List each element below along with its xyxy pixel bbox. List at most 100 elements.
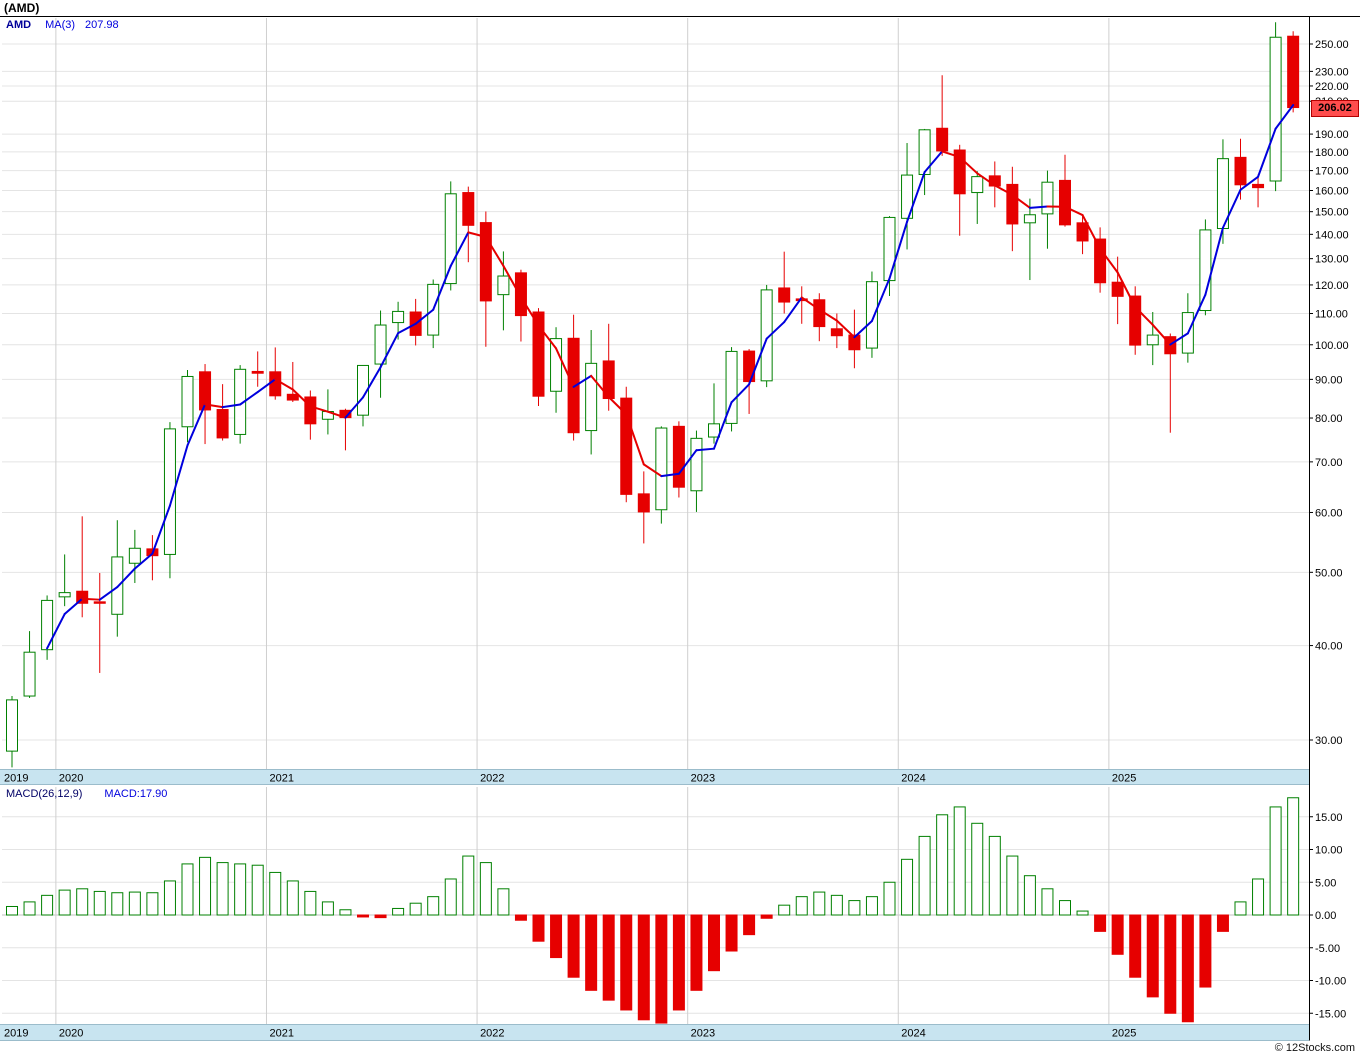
macd-tick-label: -10.00 xyxy=(1315,976,1346,988)
ma-line-segment xyxy=(660,472,680,478)
ma-line-segment xyxy=(484,236,505,267)
price-tick-label: 150.00 xyxy=(1315,207,1349,219)
candlestick xyxy=(1269,36,1282,182)
macd-bar xyxy=(602,914,615,1001)
ma-line-segment xyxy=(730,383,751,404)
candlestick xyxy=(76,590,89,604)
price-tick-label: 120.00 xyxy=(1315,280,1349,292)
macd-bar xyxy=(813,891,826,916)
ma-indicator-label: MA(3) xyxy=(45,19,76,31)
year-label: 2021 xyxy=(269,1028,293,1040)
candlestick xyxy=(865,281,878,349)
macd-bar xyxy=(286,880,299,916)
macd-bar xyxy=(479,862,492,916)
macd-bar xyxy=(1164,914,1177,1014)
macd-bar xyxy=(1111,914,1124,955)
candlestick xyxy=(251,370,264,374)
ma-line-segment xyxy=(870,277,891,323)
macd-bar xyxy=(321,901,334,916)
ma-line-segment xyxy=(1169,332,1189,346)
ma-line-segment xyxy=(765,321,786,340)
candlestick xyxy=(462,192,475,226)
price-tick-label: 50.00 xyxy=(1315,567,1343,579)
macd-bar xyxy=(585,914,598,991)
price-tick-label: 160.00 xyxy=(1315,185,1349,197)
ma-line-segment xyxy=(713,401,733,450)
ma-line-segment xyxy=(642,463,663,478)
macd-bar xyxy=(357,914,369,918)
footer-credit[interactable]: © 12Stocks.com xyxy=(1274,1042,1355,1054)
macd-tick-label: 15.00 xyxy=(1315,812,1343,824)
macd-bar xyxy=(672,914,685,1011)
macd-tick-label: 10.00 xyxy=(1315,845,1343,857)
candlestick xyxy=(1076,222,1089,242)
candlestick xyxy=(269,371,282,397)
candlestick xyxy=(1129,295,1142,346)
candlestick xyxy=(953,149,966,195)
year-label: 2020 xyxy=(59,1028,83,1040)
macd-value: MACD:17.90 xyxy=(104,788,168,800)
ma-line-segment xyxy=(783,296,803,324)
macd-bar xyxy=(725,914,738,952)
candlestick xyxy=(1111,281,1124,297)
ma-line-segment xyxy=(835,319,856,339)
macd-bar xyxy=(690,914,703,991)
price-tick-label: 230.00 xyxy=(1315,66,1349,78)
ma-line-segment xyxy=(186,403,207,447)
macd-bar xyxy=(444,878,457,916)
macd-bar xyxy=(637,914,650,1021)
candlestick xyxy=(128,547,141,564)
candlestick xyxy=(672,425,685,488)
candlestick xyxy=(725,350,738,424)
x-axis-band-bottom xyxy=(0,1025,1309,1040)
ma-line-segment xyxy=(695,447,715,452)
ma-line-segment xyxy=(344,396,364,419)
macd-bar xyxy=(76,888,89,916)
candlestick xyxy=(6,699,18,752)
ma-line-segment xyxy=(81,597,101,601)
ma-value: 207.98 xyxy=(85,19,119,31)
ma-line-segment xyxy=(572,374,593,388)
x-axis-band-top xyxy=(0,770,1309,785)
ma-line-segment xyxy=(133,552,154,570)
candlestick xyxy=(830,328,843,337)
candlestick xyxy=(708,423,720,438)
macd-bar xyxy=(216,862,229,916)
macd-bar xyxy=(988,835,1001,916)
macd-bar xyxy=(514,914,527,921)
ma-line-segment xyxy=(151,504,171,555)
candlestick xyxy=(93,601,106,604)
macd-bar xyxy=(971,822,984,916)
candlestick xyxy=(111,556,124,615)
price-tick-label: 80.00 xyxy=(1315,413,1343,425)
macd-bar xyxy=(1181,914,1194,1023)
macd-bar xyxy=(23,901,36,916)
price-tick-label: 190.00 xyxy=(1315,129,1349,141)
candlestick xyxy=(602,360,615,400)
candlestick xyxy=(532,311,545,397)
price-tick-label: 220.00 xyxy=(1315,81,1349,93)
candlestick xyxy=(357,364,369,416)
macd-tick-label: 5.00 xyxy=(1315,877,1336,889)
ma-line-segment xyxy=(449,231,470,267)
macd-bar xyxy=(936,814,949,916)
macd-bar xyxy=(865,896,878,916)
ma-line-segment xyxy=(1204,226,1224,296)
ma-line-segment xyxy=(941,150,961,159)
macd-bar xyxy=(234,863,247,916)
macd-bar xyxy=(93,890,106,916)
price-tick-label: 40.00 xyxy=(1315,641,1343,653)
macd-bar xyxy=(567,914,580,978)
ma-line-segment xyxy=(379,332,400,369)
year-label: 2019 xyxy=(4,773,28,785)
ma-line-segment xyxy=(958,156,979,175)
chart-title: (AMD) xyxy=(4,1,40,15)
candlestick xyxy=(1287,35,1300,109)
candlestick xyxy=(813,299,826,328)
macd-bar xyxy=(743,914,756,936)
last-price-tag: 206.02 xyxy=(1311,99,1359,117)
price-tick-label: 250.00 xyxy=(1315,39,1349,51)
ma-line-segment xyxy=(1064,205,1084,217)
price-tick-label: 170.00 xyxy=(1315,166,1349,178)
candlestick xyxy=(1023,214,1036,224)
